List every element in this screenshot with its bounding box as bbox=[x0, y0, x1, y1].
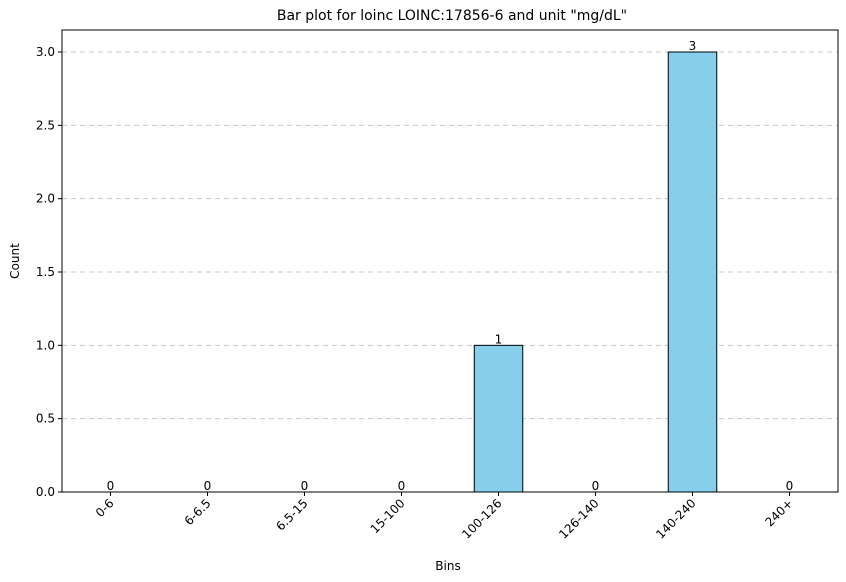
y-tick-label: 0.0 bbox=[36, 485, 55, 499]
x-axis-ticks: 0-6 6-6.5 6.5-15 15-100 100-126 126-140 140-24… bbox=[93, 492, 796, 542]
y-tick-label: 1.5 bbox=[36, 265, 55, 279]
x-tick-label: 100-126 bbox=[459, 496, 504, 541]
bar-value-label: 0 bbox=[107, 479, 115, 493]
bars: 0 0 0 0 1 0 3 0 bbox=[107, 39, 794, 493]
grid-lines bbox=[62, 51, 838, 420]
x-tick-label: 6-6.5 bbox=[182, 496, 214, 528]
x-tick-label: 140-240 bbox=[653, 496, 698, 541]
bar-value-label: 3 bbox=[689, 39, 697, 53]
bar-100-126 bbox=[473, 344, 524, 493]
y-tick-label: 1.0 bbox=[36, 338, 55, 352]
y-axis-ticks: 0.0 0.5 1.0 1.5 2.0 2.5 3.0 bbox=[36, 45, 62, 499]
bar-value-label: 1 bbox=[495, 332, 503, 346]
chart-title: Bar plot for loinc LOINC:17856-6 and uni… bbox=[277, 8, 627, 24]
bar-value-label: 0 bbox=[786, 479, 794, 493]
x-axis-label: Bins bbox=[435, 559, 460, 573]
x-tick-label: 240+ bbox=[762, 496, 795, 529]
x-tick-label: 126-140 bbox=[556, 496, 601, 541]
y-tick-label: 0.5 bbox=[36, 412, 55, 426]
plot-area-frame bbox=[61, 29, 839, 493]
bar-140-240 bbox=[667, 51, 718, 493]
y-axis-label: Count bbox=[8, 243, 22, 279]
y-tick-label: 2.0 bbox=[36, 192, 55, 206]
x-tick-label: 0-6 bbox=[93, 496, 117, 520]
x-tick-label: 15-100 bbox=[368, 496, 408, 536]
bar-value-label: 0 bbox=[204, 479, 212, 493]
x-tick-label: 6.5-15 bbox=[273, 496, 310, 533]
bar-value-label: 0 bbox=[398, 479, 406, 493]
y-tick-label: 2.5 bbox=[36, 118, 55, 132]
bar-value-label: 0 bbox=[301, 479, 309, 493]
bar-value-label: 0 bbox=[592, 479, 600, 493]
y-tick-label: 3.0 bbox=[36, 45, 55, 59]
